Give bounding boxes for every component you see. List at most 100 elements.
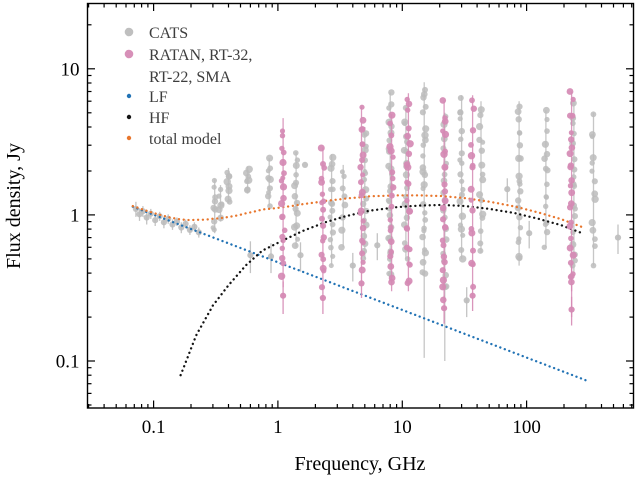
- ratan-point: [469, 97, 475, 104]
- cats-point: [516, 178, 523, 185]
- ratan-point: [388, 192, 395, 199]
- x-tick-label: 100: [512, 417, 541, 438]
- legend-total-label: total model: [149, 131, 222, 148]
- cats-point: [420, 153, 426, 159]
- cats-point: [360, 232, 368, 240]
- cats-point: [457, 95, 464, 101]
- cats-point: [341, 173, 347, 179]
- ratan-point: [388, 224, 394, 230]
- x-tick-label: 1: [273, 417, 283, 438]
- ratan-point: [359, 250, 366, 257]
- ratan-point: [359, 151, 367, 159]
- ratan-point: [279, 183, 288, 191]
- y-tick-label: 0.1: [56, 352, 80, 373]
- cats-point: [386, 137, 393, 144]
- ratan-point: [318, 251, 325, 258]
- ratan-point: [439, 283, 447, 291]
- legend-ratan-label-line1: RATAN, RT-32,: [149, 47, 252, 64]
- cats-point: [223, 178, 231, 186]
- x-tick-label: 10: [393, 417, 412, 438]
- cats-point: [328, 186, 334, 193]
- ratan-point: [569, 112, 576, 119]
- cats-point: [328, 199, 335, 207]
- ratan-point: [467, 185, 475, 193]
- cats-point: [292, 205, 299, 213]
- cats-point: [339, 169, 345, 175]
- ratan-point: [389, 175, 396, 182]
- cats-point: [517, 155, 524, 162]
- ratan-point: [281, 170, 287, 177]
- cats-point: [457, 109, 464, 116]
- cats-point: [422, 210, 428, 216]
- cats-point: [516, 214, 523, 221]
- cats-point: [374, 242, 381, 249]
- cats-point: [458, 150, 465, 157]
- ratan-point: [388, 132, 395, 139]
- ratan-point: [439, 267, 446, 274]
- ratan-point: [357, 207, 365, 215]
- ratan-point: [320, 206, 327, 213]
- legend-cats-marker-icon: [124, 27, 134, 37]
- cats-point: [504, 186, 511, 193]
- ratan-point: [440, 296, 447, 304]
- ratan-point: [359, 224, 367, 232]
- cats-point: [479, 176, 487, 184]
- cats-point: [419, 164, 427, 171]
- ratan-point: [387, 253, 394, 260]
- ratan-point: [279, 213, 286, 220]
- ratan-point: [359, 126, 366, 132]
- hf-model-curve: [179, 203, 585, 377]
- ratan-point: [359, 116, 367, 124]
- cats-point: [591, 195, 599, 203]
- ratan-point: [360, 218, 366, 224]
- ratan-point: [568, 306, 575, 313]
- cats-point: [458, 212, 467, 220]
- ratan-point: [358, 280, 365, 287]
- cats-point: [543, 228, 551, 236]
- cats-point: [544, 116, 550, 123]
- ratan-point: [407, 261, 413, 268]
- ratan-point: [279, 133, 286, 139]
- cats-point: [614, 234, 622, 241]
- ratan-point: [566, 244, 574, 252]
- ratan-point: [468, 197, 474, 203]
- cats-point: [589, 168, 595, 174]
- ratan-point: [358, 179, 364, 186]
- ratan-point: [279, 245, 285, 251]
- cats-point: [477, 240, 484, 247]
- cats-point: [293, 222, 301, 230]
- cats-point: [211, 177, 217, 184]
- ratan-point: [440, 128, 446, 134]
- cats-point: [541, 140, 550, 148]
- legend-total-marker-icon: [126, 135, 132, 141]
- ratan-point: [404, 96, 410, 103]
- y-tick-label: 10: [61, 59, 80, 80]
- cats-point: [457, 157, 463, 163]
- cats-point: [267, 165, 274, 172]
- ratan-point: [440, 216, 447, 223]
- legend-ratan-marker-icon: [124, 49, 134, 59]
- ratan-point: [568, 144, 576, 151]
- ratan-point: [568, 273, 575, 280]
- cats-point: [224, 195, 232, 203]
- cats-point: [590, 111, 597, 118]
- cats-point: [329, 153, 337, 161]
- ratan-point: [468, 226, 475, 232]
- ratan-point: [405, 180, 412, 187]
- cats-point: [341, 201, 349, 209]
- ratan-point: [567, 259, 574, 266]
- ratan-point: [470, 105, 477, 112]
- cats-point: [541, 244, 547, 250]
- ratan-point: [568, 136, 575, 143]
- axes-layer: 0.1 1 10 100 0.1 1 10: [56, 2, 635, 438]
- cats-point: [363, 207, 370, 215]
- ratan-point: [387, 217, 393, 223]
- cats-point: [516, 142, 524, 149]
- cats-point: [517, 188, 524, 195]
- ratan-point: [403, 161, 411, 168]
- ratan-point: [387, 238, 395, 246]
- cats-point: [571, 156, 578, 163]
- cats-point: [456, 197, 464, 205]
- cats-point: [419, 109, 426, 116]
- legend-lf-marker-icon: [126, 93, 132, 99]
